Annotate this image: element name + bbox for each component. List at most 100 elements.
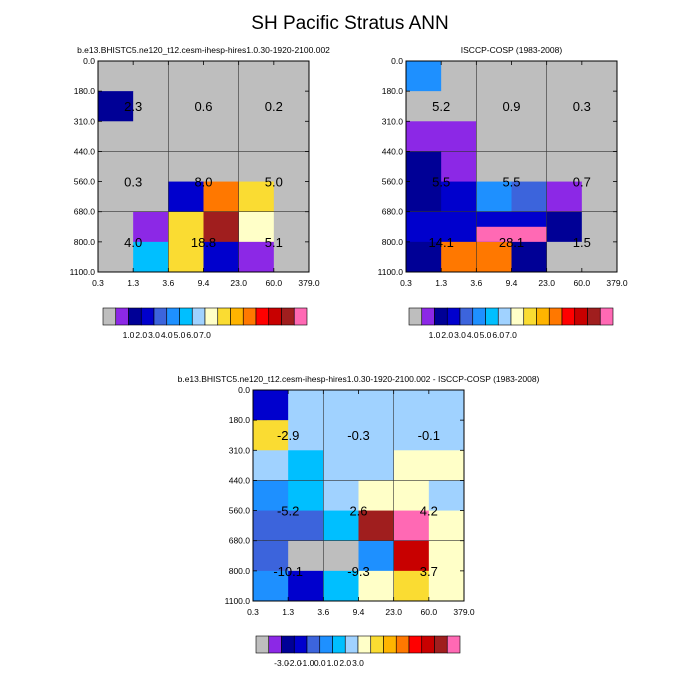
- colorbar-label: -3.0: [274, 658, 289, 668]
- heatmap-cell: [168, 91, 204, 122]
- region-value-label: 8.0: [194, 175, 212, 190]
- x-tick-label: 60.0: [574, 278, 591, 288]
- heatmap-cell: [546, 91, 583, 122]
- heatmap-cell: [406, 121, 442, 152]
- x-tick-label: 379.0: [606, 278, 628, 288]
- colorbar-box: [179, 307, 193, 326]
- heatmap-cell: [168, 61, 204, 92]
- heatmap-cell: [428, 450, 465, 481]
- heatmap-cell: [98, 151, 134, 183]
- heatmap-cell: [253, 390, 289, 421]
- y-tick-label: 440.0: [382, 146, 404, 156]
- colorbar-box: [268, 635, 282, 654]
- heatmap-cell: [406, 241, 442, 273]
- region-value-label: 5.0: [265, 175, 283, 190]
- colorbar-label: 4.0: [467, 330, 479, 340]
- region-value-label: 2.3: [124, 99, 142, 114]
- x-tick-label: 60.0: [266, 278, 283, 288]
- colorbar-box: [536, 307, 550, 326]
- colorbar-label: 3.0: [352, 658, 364, 668]
- y-tick-label: 180.0: [382, 86, 404, 96]
- heatmap-cell: [133, 91, 169, 122]
- heatmap-cell: [441, 121, 477, 152]
- region-value-label: 5.2: [432, 99, 450, 114]
- difference-panel: b.e13.BHISTC5.ne120_t12.cesm-ihesp-hires…: [178, 374, 540, 668]
- y-tick-label: 440.0: [74, 146, 96, 156]
- colorbar-box: [523, 307, 537, 326]
- region-value-label: 0.9: [502, 99, 520, 114]
- colorbar-box: [548, 307, 563, 326]
- region-value-label: 0.3: [573, 99, 591, 114]
- colorbar-box: [587, 307, 601, 326]
- heatmap-cell: [168, 211, 204, 243]
- heatmap-cell: [476, 181, 512, 213]
- heatmap-cell: [511, 241, 548, 273]
- heatmap-cell: [441, 211, 477, 243]
- colorbar-box: [574, 307, 588, 326]
- x-tick-label: 0.3: [400, 278, 412, 288]
- heatmap-cell: [428, 390, 465, 421]
- x-tick-label: 379.0: [453, 607, 475, 617]
- heatmap-cell: [98, 91, 134, 122]
- colorbar-label: 7.0: [199, 330, 211, 340]
- heatmap-cell: [511, 121, 548, 152]
- heatmap-cell: [98, 61, 134, 92]
- y-tick-label: 800.0: [382, 237, 404, 247]
- heatmap-cell: [288, 420, 324, 451]
- heatmap-cell: [441, 181, 477, 213]
- x-tick-label: 0.3: [92, 278, 104, 288]
- heatmap-cell: [428, 480, 465, 512]
- heatmap-cell: [203, 211, 240, 243]
- region-value-label: 0.3: [124, 175, 142, 190]
- x-tick-label: 1.3: [127, 278, 139, 288]
- heatmap-cell: [323, 540, 359, 572]
- heatmap-cell: [476, 226, 547, 242]
- x-tick-label: 1.3: [435, 278, 447, 288]
- y-tick-label: 1100.0: [378, 267, 404, 277]
- colorbar-label: 6.0: [186, 330, 198, 340]
- heatmap-cell: [428, 540, 465, 572]
- colorbar-box: [383, 635, 397, 654]
- x-tick-label: 9.4: [198, 278, 210, 288]
- colorbar-box: [408, 635, 423, 654]
- colorbar-box: [115, 307, 129, 326]
- heatmap-cell: [406, 61, 442, 92]
- heatmap-cell: [358, 480, 395, 512]
- heatmap-cell: [203, 91, 240, 122]
- x-tick-label: 1.3: [282, 607, 294, 617]
- colorbar-box: [140, 307, 155, 326]
- heatmap-cell: [441, 91, 477, 122]
- x-tick-label: 9.4: [506, 278, 518, 288]
- heatmap-cell: [476, 91, 512, 122]
- model-panel: b.e13.BHISTC5.ne120_t12.cesm-ihesp-hires…: [70, 45, 331, 340]
- heatmap-cell: [393, 390, 430, 421]
- region-value-label: -9.3: [347, 564, 369, 579]
- y-tick-label: 680.0: [74, 207, 96, 217]
- region-value-label: -0.3: [347, 428, 369, 443]
- heatmap-cell: [441, 241, 477, 273]
- heatmap-cell: [393, 510, 430, 542]
- y-tick-label: 560.0: [74, 177, 96, 187]
- x-tick-label: 9.4: [353, 607, 365, 617]
- x-tick-label: 3.6: [470, 278, 482, 288]
- colorbar-box: [344, 635, 359, 654]
- region-value-label: 14.1: [429, 235, 454, 250]
- heatmap-cell: [476, 121, 512, 152]
- heatmap-cell: [273, 181, 310, 213]
- colorbar-label: 3.0: [148, 330, 160, 340]
- heatmap-cell: [323, 450, 359, 481]
- heatmap-cell: [203, 151, 240, 183]
- colorbar-box: [446, 307, 461, 326]
- heatmap-cell: [323, 420, 359, 451]
- colorbar-box: [293, 635, 308, 654]
- region-value-label: 18.8: [191, 235, 216, 250]
- heatmap-cell: [511, 151, 548, 183]
- colorbar-box: [255, 635, 270, 654]
- y-tick-label: 1100.0: [70, 267, 96, 277]
- colorbar-box: [128, 307, 142, 326]
- region-value-label: 4.0: [124, 235, 142, 250]
- region-value-label: 4.2: [420, 504, 438, 519]
- heatmap-cell: [581, 151, 618, 183]
- panel-title: b.e13.BHISTC5.ne120_t12.cesm-ihesp-hires…: [178, 374, 540, 384]
- heatmap-cell: [428, 510, 465, 542]
